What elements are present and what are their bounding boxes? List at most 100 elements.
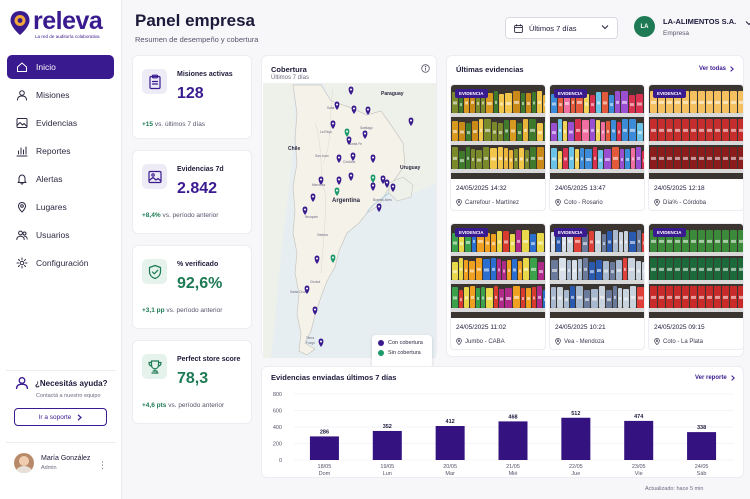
location-pin-icon [555, 199, 561, 206]
chart-bar[interactable] [309, 436, 339, 460]
coverage-card: Cobertura Últimos 7 días Paraguay Chile … [261, 55, 437, 368]
x-tick-day: Mar [445, 471, 455, 477]
map-pin-center [304, 208, 306, 211]
kpi-card[interactable]: % verificado 92,6% +3,1 pp vs. período ant… [132, 245, 252, 329]
evidence-photo[interactable] [451, 85, 545, 179]
sidebar-item-evidencias[interactable]: Evidencias [7, 111, 114, 135]
map-pin-covered[interactable] [318, 176, 324, 186]
chevron-right-icon [78, 413, 83, 421]
bar-value-label: 352 [383, 424, 392, 430]
chart-bar[interactable] [498, 421, 528, 460]
map-pin-center [338, 156, 340, 159]
map-pin-covered[interactable] [302, 206, 308, 216]
map-pin-covered[interactable] [362, 130, 368, 140]
x-tick-day: Mié [509, 471, 518, 477]
kpi-value: 92,6% [177, 275, 223, 292]
map-pin-covered[interactable] [370, 154, 376, 164]
map-pin-covered[interactable] [312, 306, 318, 316]
brand-name: releva [33, 7, 103, 35]
evidence-card-item[interactable]: EVIDENCIA 24/05/2025 10:21 Vea - Mendoza [549, 223, 645, 350]
svg-text:Santa Cruz: Santa Cruz [290, 290, 306, 294]
location-pin-logo-icon [10, 11, 30, 35]
help-title: ¿Necesitás ayuda? [35, 378, 108, 388]
sidebar-item-inicio[interactable]: Inicio [7, 55, 114, 79]
map-pin-covered[interactable] [346, 136, 352, 146]
chart-bar[interactable] [687, 432, 717, 460]
svg-text:Mendoza: Mendoza [312, 183, 325, 187]
map-pin-covered[interactable] [384, 179, 390, 189]
sidebar-item-label: Lugares [36, 202, 67, 212]
evidence-card-item[interactable]: EVIDENCIA 24/05/2025 11:02 Jumbo - CABA [450, 223, 546, 350]
map-pin-covered[interactable] [304, 285, 310, 295]
map-pin-covered[interactable] [350, 152, 356, 162]
map-pin-uncovered[interactable] [370, 174, 376, 184]
info-icon[interactable] [421, 64, 430, 73]
evidence-photo[interactable] [550, 224, 644, 318]
map-pin-covered[interactable] [336, 176, 342, 186]
sidebar-item-alertas[interactable]: Alertas [7, 167, 114, 191]
chart-bar[interactable] [624, 420, 654, 460]
evidence-photo[interactable] [451, 224, 545, 318]
kpi-card[interactable]: Evidencias 7d 2.842 +8,4% vs. período ante… [132, 150, 252, 234]
map-pin-covered[interactable] [351, 105, 357, 115]
sidebar-item-lugares[interactable]: Lugares [7, 195, 114, 219]
evidence-date: 24/05/2025 12:18 [654, 185, 705, 192]
map-pin-covered[interactable] [408, 117, 414, 127]
help-box: ¿Necesitás ayuda? Contactá a nuestro equ… [6, 370, 116, 430]
map-pin-center [332, 256, 334, 259]
evidence-card-item[interactable]: EVIDENCIA 24/05/2025 14:32 Carrefour - Mar… [450, 84, 546, 211]
map-pin-uncovered[interactable] [330, 254, 336, 264]
sidebar-item-reportes[interactable]: Reportes [7, 139, 114, 163]
chart-bar[interactable] [561, 417, 591, 460]
chart-bar[interactable] [435, 426, 465, 460]
kpi-value: 78,3 [177, 370, 209, 387]
svg-text:Neuquén: Neuquén [305, 215, 318, 219]
map-pin-covered[interactable] [314, 255, 320, 265]
evidence-card-item[interactable]: EVIDENCIA 24/05/2025 09:15 Coto - La Plata [648, 223, 744, 350]
map-pin-covered[interactable] [336, 154, 342, 164]
map-pin-covered[interactable] [348, 86, 354, 96]
map-pin-covered[interactable] [334, 101, 340, 111]
map-pin-covered[interactable] [318, 338, 324, 348]
map-pin-covered[interactable] [380, 175, 386, 185]
sidebar-item-configuracin[interactable]: Configuración [7, 251, 114, 275]
evidence-photo[interactable] [550, 85, 644, 179]
more-options-icon[interactable]: ⋮ [98, 460, 107, 470]
kpi-delta: +3,1 pp vs. período anterior [142, 307, 222, 314]
user-profile[interactable]: María González Admin ⋮ [6, 442, 116, 482]
view-all-evidence-link[interactable]: Ver todas [699, 66, 734, 72]
trophy-icon [142, 354, 167, 379]
kpi-card[interactable]: Misiones activas 128 +15 vs. últimos 7 día… [132, 55, 252, 139]
kpi-delta-text: vs. período anterior [162, 212, 219, 219]
evidence-badge: EVIDENCIA [554, 228, 587, 237]
map-pin-covered[interactable] [348, 172, 354, 182]
chart-bar[interactable] [372, 430, 402, 460]
evidence-photo[interactable] [649, 224, 743, 318]
evidence-badge: EVIDENCIA [455, 89, 488, 98]
evidence-card-item[interactable]: EVIDENCIA 24/05/2025 12:18 Día% - Córdoba [648, 84, 744, 211]
map-pin-uncovered[interactable] [344, 128, 350, 138]
company-switcher[interactable]: LA LA-ALIMENTOS S.A. Empresa [634, 16, 750, 37]
coverage-map[interactable]: Paraguay Chile Argentina Uruguay Salta La… [263, 83, 436, 383]
map-pin-covered[interactable] [310, 193, 316, 203]
view-report-link[interactable]: Ver reporte [695, 375, 735, 381]
map-pin-uncovered[interactable] [334, 187, 340, 197]
map-pin-covered[interactable] [390, 183, 396, 193]
date-range-select[interactable]: Últimos 7 días [505, 17, 618, 39]
map-pin-covered[interactable] [330, 120, 336, 130]
svg-text:Santa Fe: Santa Fe [349, 142, 362, 146]
map-pin-covered[interactable] [365, 106, 371, 116]
map-pin-covered[interactable] [376, 203, 382, 213]
bar-value-label: 474 [634, 414, 644, 420]
brand-logo[interactable]: releva La red de auditoría colaborativa [9, 7, 119, 42]
sidebar-item-usuarios[interactable]: Usuarios [7, 223, 114, 247]
y-tick-label: 200 [273, 442, 282, 448]
map-pin-center [306, 287, 308, 290]
evidence-photo[interactable] [649, 85, 743, 179]
support-button[interactable]: Ir a soporte [14, 408, 107, 426]
evidence-card-item[interactable]: EVIDENCIA 24/05/2025 13:47 Coto - Rosario [549, 84, 645, 211]
map-pin-covered[interactable] [370, 182, 376, 192]
kpi-card[interactable]: Perfect store score 78,3 +4,6 pts vs. perí… [132, 340, 252, 424]
kpi-delta-value: +15 [142, 121, 154, 128]
sidebar-item-misiones[interactable]: Misiones [7, 83, 114, 107]
